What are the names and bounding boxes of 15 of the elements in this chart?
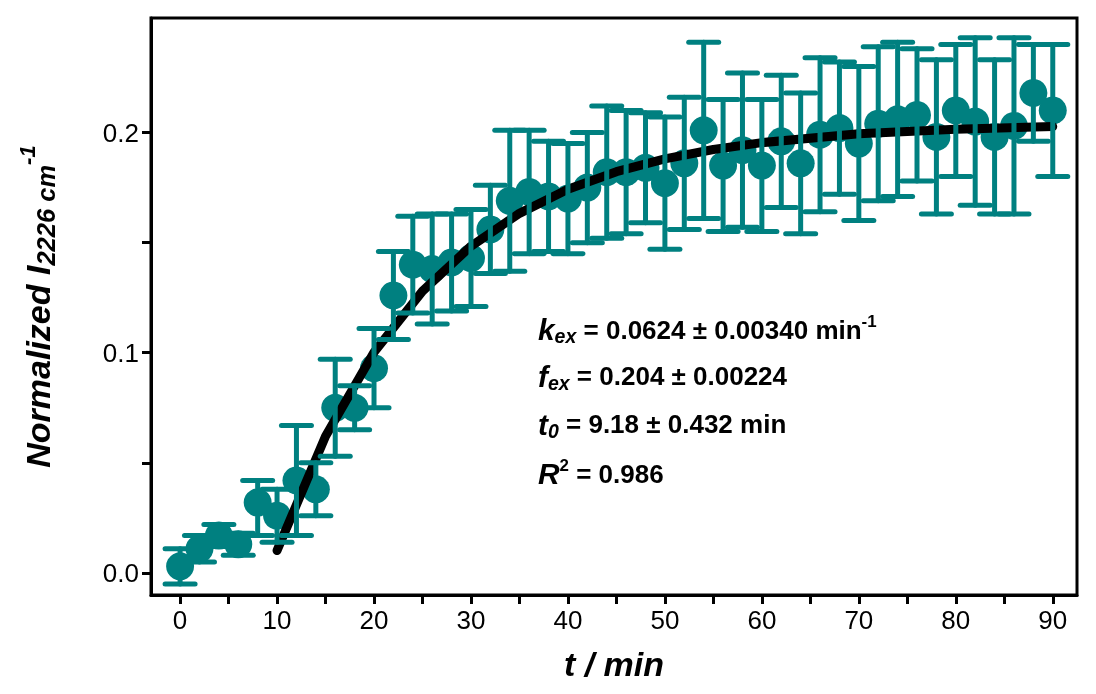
x-axis-title: t / min (563, 645, 665, 683)
x-tick-label: 30 (456, 605, 486, 635)
x-tick-label: 50 (650, 605, 680, 635)
x-tick-label: 10 (262, 605, 292, 635)
y-tick-label: 0.2 (102, 117, 139, 148)
x-tick-label: 60 (747, 605, 777, 635)
x-tick-label: 20 (359, 605, 389, 635)
x-tick-label: 90 (1038, 605, 1068, 635)
y-tick-label: 0.1 (102, 337, 139, 368)
x-tick-label: 70 (844, 605, 874, 635)
y-axis-title: Normalized I2226 cm-1 (14, 145, 60, 468)
x-tick-label: 80 (941, 605, 971, 635)
x-tick-label: 0 (172, 605, 188, 635)
y-tick-label: 0.0 (102, 557, 139, 588)
x-tick-label: 40 (553, 605, 583, 635)
